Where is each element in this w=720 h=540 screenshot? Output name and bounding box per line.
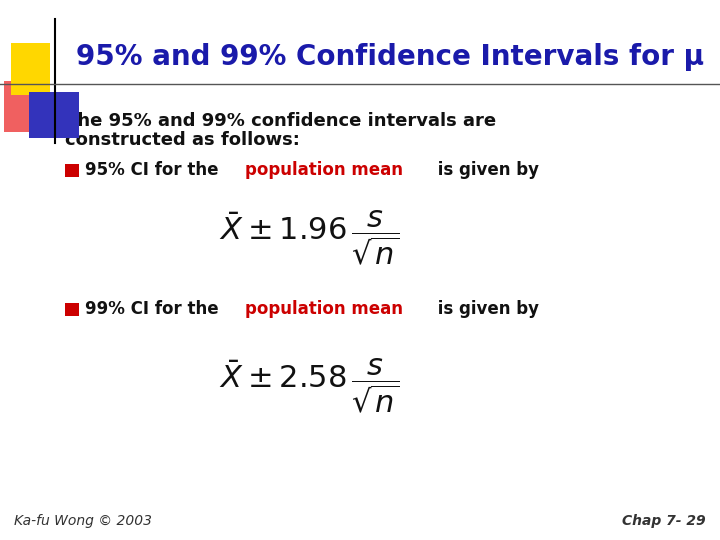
Text: Ka-fu Wong © 2003: Ka-fu Wong © 2003 — [14, 514, 153, 528]
Bar — [29, 92, 79, 138]
Bar — [40, 124, 55, 138]
Text: constructed as follows:: constructed as follows: — [65, 131, 300, 150]
Text: is given by: is given by — [432, 300, 539, 318]
Bar — [4, 81, 50, 132]
Bar — [65, 303, 79, 316]
Text: Chap 7- 29: Chap 7- 29 — [622, 514, 706, 528]
Text: is given by: is given by — [432, 160, 539, 179]
Text: 99% CI for the: 99% CI for the — [85, 300, 225, 318]
Bar — [65, 164, 79, 177]
Text: population mean: population mean — [245, 300, 402, 318]
Text: population mean: population mean — [245, 160, 402, 179]
Bar — [11, 43, 50, 94]
Text: $\bar{X} \pm 1.96\,\dfrac{s}{\sqrt{n}}$: $\bar{X} \pm 1.96\,\dfrac{s}{\sqrt{n}}$ — [219, 208, 400, 267]
Text: The 95% and 99% confidence intervals are: The 95% and 99% confidence intervals are — [65, 112, 496, 131]
Text: 95% and 99% Confidence Intervals for μ: 95% and 99% Confidence Intervals for μ — [76, 43, 703, 71]
Text: $\bar{X} \pm 2.58\,\dfrac{s}{\sqrt{n}}$: $\bar{X} \pm 2.58\,\dfrac{s}{\sqrt{n}}$ — [219, 357, 400, 415]
Text: 95% CI for the: 95% CI for the — [85, 160, 224, 179]
